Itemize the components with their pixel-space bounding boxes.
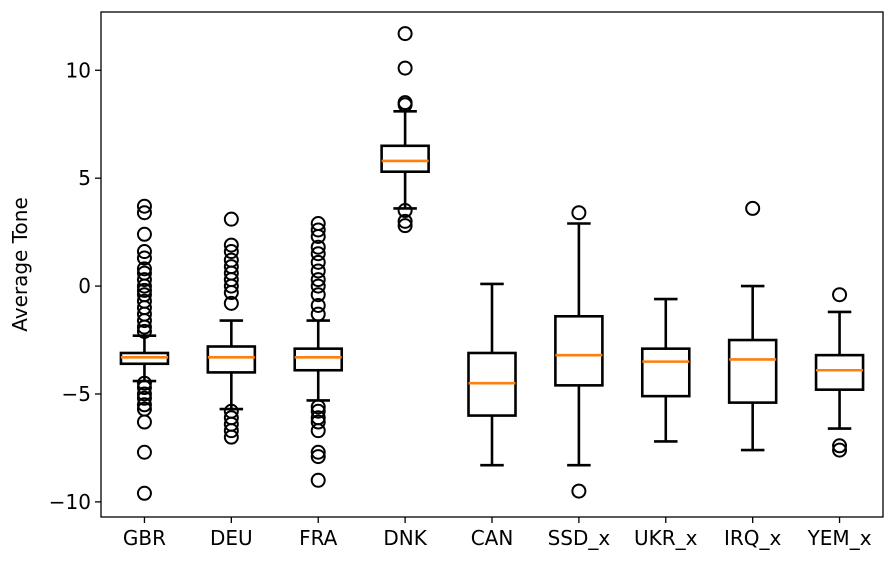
box-group-deu [206,211,257,445]
iqr-box [727,338,778,404]
outlier-point [223,237,239,253]
outlier-point [223,429,239,445]
outlier-point [397,26,413,42]
y-tick-label: 10 [66,58,91,82]
outlier-point [136,261,152,277]
box-group-can [467,282,517,467]
outlier-point [136,226,152,242]
outlier-point [310,298,326,314]
outlier-point [223,244,239,260]
iqr-box [293,347,344,372]
outlier-point [571,205,587,221]
outlier-point [223,211,239,227]
iqr-box [380,144,430,174]
iqr-box [814,353,865,391]
y-tick-label: 5 [78,166,91,190]
ticks-layer: −10 −5 0 5 10 GBR DEU FRA DNK CAN SSD_x UKR_x IRQ_x Y… [49,58,872,550]
outlier-point [136,278,152,294]
box-group-gbr [119,198,170,501]
x-tick-label: GBR [123,526,166,550]
outlier-point [310,449,326,465]
box-group-ssd_x [554,205,604,499]
outlier-point [310,423,326,439]
y-axis-label: Average Tone [8,197,32,332]
outlier-point [136,313,152,329]
box-group-yem_x [814,287,865,458]
outlier-point [136,272,152,288]
outlier-point [136,282,152,298]
box-group-irq_x [727,200,778,452]
y-tick-label: 0 [78,274,91,298]
x-tick-label: YEM_x [807,526,872,550]
outlier-point [136,390,152,406]
outlier-point [310,278,326,294]
outlier-point [397,97,413,113]
outlier-point [310,444,326,460]
outlier-point [310,306,326,322]
y-tick-label: −10 [49,490,91,514]
outlier-point [223,423,239,439]
plot-frame [100,11,884,518]
outlier-point [310,254,326,270]
outlier-point [310,414,326,430]
outlier-point [310,239,326,255]
outlier-point [136,198,152,214]
outlier-point [397,60,413,76]
x-tick-label: DNK [383,526,427,550]
outlier-point [571,483,587,499]
outlier-point [310,246,326,262]
outlier-point [310,228,326,244]
x-tick-label: UKR_x [634,526,698,550]
outlier-point [136,205,152,221]
outlier-point [136,319,152,335]
outlier-point [136,250,152,266]
outlier-point [310,399,326,415]
boxes-layer [119,26,865,501]
outlier-point [310,272,326,288]
outlier-point [136,380,152,396]
iqr-box [640,347,691,398]
outlier-point [310,222,326,238]
outlier-point [136,485,152,501]
outlier-point [310,287,326,303]
outlier-point [397,218,413,234]
iqr-box [206,345,257,374]
iqr-box [554,314,604,387]
box-group-dnk [380,26,430,234]
outlier-point [310,472,326,488]
outlier-point [397,213,413,229]
outlier-point [832,287,848,303]
outlier-point [136,444,152,460]
box-group-ukr_x [640,297,691,443]
outlier-point [136,397,152,413]
outlier-point [223,285,239,301]
outlier-point [136,323,152,339]
outlier-point [310,263,326,279]
outlier-point [223,278,239,294]
y-tick-label: −5 [62,382,91,406]
outlier-point [832,438,848,454]
outlier-point [397,203,413,219]
outlier-point [310,403,326,419]
x-tick-label: CAN [471,526,514,550]
outlier-point [136,386,152,402]
outlier-point [136,414,152,430]
outlier-point [745,200,761,216]
box-group-fra [293,215,344,488]
outlier-point [136,244,152,260]
x-tick-label: SSD_x [548,526,611,550]
outlier-point [832,442,848,458]
x-tick-label: DEU [210,526,253,550]
outlier-point [136,375,152,391]
outlier-point [223,295,239,311]
x-tick-label: FRA [299,526,338,550]
x-tick-label: IRQ_x [724,526,782,550]
